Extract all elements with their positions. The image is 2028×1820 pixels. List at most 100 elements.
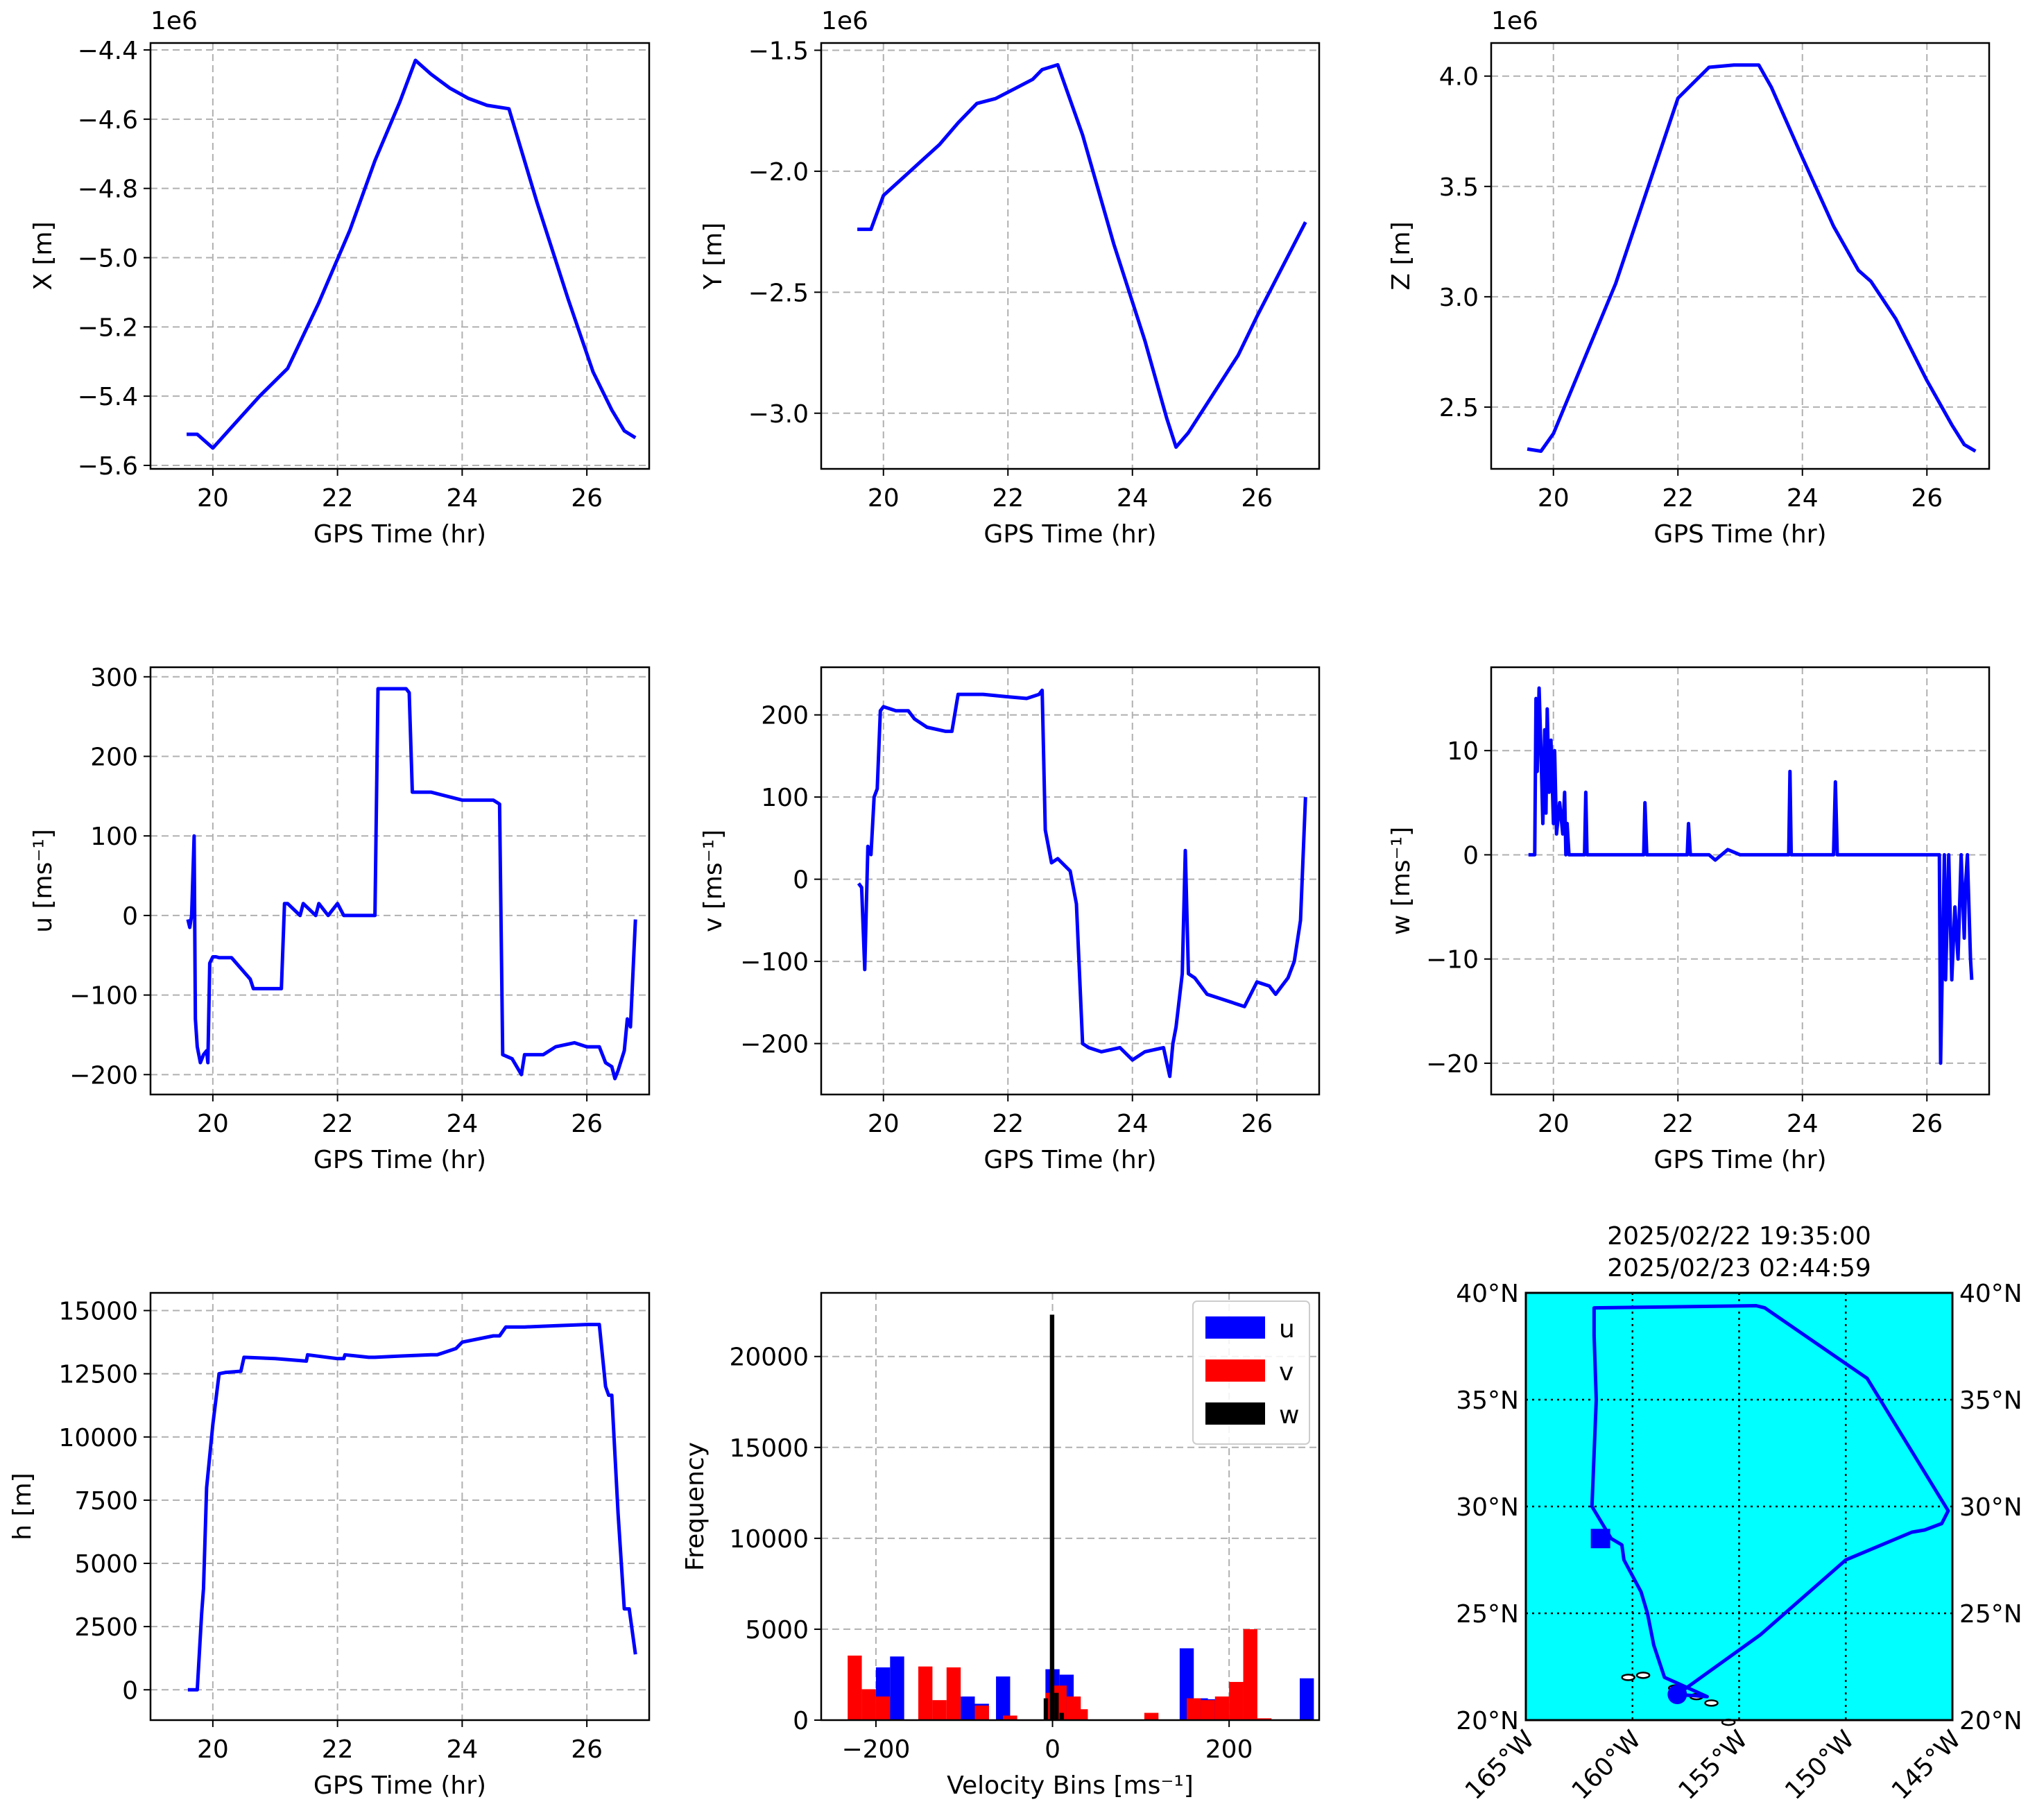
y-axis-label: Z [m] (1387, 221, 1416, 290)
x-tick-label: −200 (841, 1735, 910, 1764)
x-axis-label: Velocity Bins [ms⁻¹] (947, 1771, 1194, 1800)
histogram-bar-w (1054, 1692, 1059, 1720)
y-tick-label: −20 (1426, 1050, 1479, 1079)
latitude-label-right: 30°N (1959, 1493, 2022, 1522)
series-line-0 (186, 687, 637, 1081)
histogram-bar-v (918, 1666, 933, 1720)
y-tick-label: −5.2 (78, 314, 138, 342)
x-axis-label: GPS Time (hr) (983, 1146, 1156, 1174)
y-tick-label: 3.5 (1439, 173, 1479, 202)
y-tick-label: 100 (90, 823, 138, 851)
x-tick-label: 22 (992, 1110, 1024, 1138)
x-plot: 20 22 24 26 −5.6 −5.4 −5.2 −5.0 −4.8 −4.6 −4.4 GPS … (29, 7, 651, 549)
x-tick-label: 22 (1662, 484, 1694, 513)
latitude-label-left: 35°N (1456, 1387, 1519, 1415)
start-marker (1590, 1529, 1610, 1549)
y-axis-label: v [ms⁻¹] (699, 830, 728, 932)
y-tick-label: 200 (761, 702, 809, 730)
latitude-label-right: 35°N (1959, 1387, 2022, 1415)
x-tick-label: 24 (446, 1735, 478, 1764)
latitude-label-left: 40°N (1456, 1280, 1519, 1308)
map-title-line: 2025/02/23 02:44:59 (1607, 1254, 1871, 1282)
axis-offset-text: 1e6 (1491, 7, 1538, 35)
y-tick-label: −1.5 (748, 37, 809, 65)
legend-swatch-v (1205, 1359, 1265, 1382)
histogram-bar-v (932, 1700, 947, 1720)
axes-frame (1490, 666, 1991, 1096)
velocity-histogram: −200 0 200 0 5000 10000 15000 20000 uvw Velocity … (681, 1291, 1321, 1800)
y-axis-label: Y [m] (699, 223, 728, 291)
x-tick-label: 24 (1787, 1110, 1819, 1138)
histogram-bar-v (1229, 1681, 1244, 1720)
y-tick-label: −100 (740, 948, 809, 977)
y-tick-label: 5000 (745, 1616, 809, 1645)
y-plot: 20 22 24 26 −3.0 −2.5 −2.0 −1.5 GPS Time (hr) Y [… (699, 7, 1321, 549)
latitude-label-right: 40°N (1959, 1280, 2022, 1308)
u-plot: 20 22 24 26 −200 −100 0 100 200 300 GPS Time (hr) u… (29, 664, 651, 1174)
x-tick-label: 24 (1117, 1110, 1149, 1138)
y-tick-label: 12500 (58, 1361, 138, 1389)
x-axis-label: GPS Time (hr) (1653, 1146, 1826, 1174)
h-plot: 20 22 24 26 0 2500 5000 7500 10000 12500 15000 GPS … (8, 1291, 651, 1800)
y-tick-label: 0 (793, 1707, 809, 1735)
y-tick-label: −200 (69, 1061, 138, 1090)
x-tick-label: 22 (322, 1735, 354, 1764)
y-tick-label: 200 (90, 743, 138, 771)
x-tick-label: 24 (446, 1110, 478, 1138)
map-frame (1524, 1291, 1954, 1722)
histogram-bar-v (848, 1655, 862, 1720)
histogram-bar-v (1214, 1696, 1230, 1720)
histogram-bar-w (1049, 1314, 1055, 1720)
axes-frame (820, 666, 1321, 1096)
x-tick-label: 26 (571, 484, 603, 513)
histogram-bar-u (1299, 1678, 1314, 1720)
y-tick-label: 0 (793, 866, 809, 895)
y-axis-label: X [m] (29, 221, 58, 290)
end-marker (1667, 1685, 1687, 1705)
histogram-bar-v (1003, 1715, 1017, 1720)
y-tick-label: 7500 (74, 1487, 138, 1516)
x-axis-label: GPS Time (hr) (1653, 520, 1826, 549)
map-title-line: 2025/02/22 19:35:00 (1607, 1222, 1871, 1251)
y-tick-label: 0 (122, 1676, 138, 1705)
axis-offset-text: 1e6 (151, 7, 198, 35)
y-tick-label: −3.0 (748, 400, 809, 429)
histogram-bar-v (1074, 1709, 1088, 1720)
series-line-0 (187, 58, 637, 450)
x-tick-label: 22 (1662, 1110, 1694, 1138)
y-axis-label: w [ms⁻¹] (1387, 827, 1416, 935)
x-axis-label: GPS Time (hr) (313, 1771, 486, 1800)
x-tick-label: 26 (571, 1735, 603, 1764)
latitude-label-left: 25°N (1456, 1600, 1519, 1629)
axes-frame (820, 1291, 1321, 1722)
y-tick-label: 0 (1463, 841, 1479, 870)
x-tick-label: 26 (1911, 484, 1943, 513)
flight-track-line (1590, 1304, 1950, 1699)
island-outline (1635, 1672, 1651, 1679)
y-tick-label: 5000 (74, 1550, 138, 1579)
island-outline (1621, 1674, 1635, 1681)
axes-frame (149, 666, 651, 1096)
histogram-bar-v (1187, 1698, 1201, 1720)
y-tick-label: 20000 (729, 1343, 809, 1372)
axes-frame (149, 1291, 651, 1722)
y-tick-label: 4.0 (1439, 63, 1479, 92)
y-tick-label: −2.5 (748, 279, 809, 307)
x-axis-label: GPS Time (hr) (313, 1146, 486, 1174)
x-axis-label: GPS Time (hr) (983, 520, 1156, 549)
histogram-bar-v (875, 1696, 891, 1720)
w-plot: 20 22 24 26 −20 −10 0 10 GPS Time (hr) w [ms⁻¹] (1387, 666, 1991, 1174)
histogram-bar-v (1201, 1700, 1215, 1720)
y-tick-label: 2500 (74, 1613, 138, 1642)
histogram-bar-w (1059, 1712, 1065, 1720)
series-line-0 (857, 688, 1307, 1079)
y-tick-label: −4.8 (78, 175, 138, 204)
x-tick-label: 20 (868, 484, 900, 513)
histogram-bar-u (996, 1676, 1011, 1720)
histogram-bar-v (974, 1706, 989, 1720)
series-line-0 (187, 1323, 637, 1692)
y-axis-label: Frequency (681, 1442, 710, 1571)
y-tick-label: 100 (761, 784, 809, 812)
histogram-bar-u (961, 1696, 975, 1720)
x-tick-label: 26 (571, 1110, 603, 1138)
